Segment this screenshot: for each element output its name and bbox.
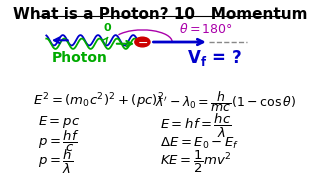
- Text: $\Delta E = E_0 - E_f$: $\Delta E = E_0 - E_f$: [160, 136, 239, 151]
- Text: What is a Photon? 10   Momentum: What is a Photon? 10 Momentum: [13, 7, 307, 22]
- Text: $\mathbf{V_f}$ = ?: $\mathbf{V_f}$ = ?: [187, 48, 242, 68]
- Text: $E = hf = \dfrac{hc}{\lambda}$: $E = hf = \dfrac{hc}{\lambda}$: [160, 112, 232, 140]
- Text: $p = \dfrac{hf}{c}$: $p = \dfrac{hf}{c}$: [38, 129, 80, 154]
- Circle shape: [135, 37, 150, 47]
- Text: $E^2 = (m_0c^2)^2 + (pc)^2$: $E^2 = (m_0c^2)^2 + (pc)^2$: [33, 92, 164, 111]
- Text: $\theta = 180°$: $\theta = 180°$: [179, 22, 233, 36]
- Text: 0: 0: [103, 23, 111, 33]
- Text: $p = \dfrac{h}{\lambda}$: $p = \dfrac{h}{\lambda}$: [38, 148, 73, 176]
- Text: $-$: $-$: [137, 35, 148, 49]
- Text: Photon: Photon: [52, 51, 108, 66]
- Text: $E = pc$: $E = pc$: [38, 114, 80, 130]
- Text: $\lambda' - \lambda_0 = \dfrac{h}{mc}(1 - \cos\theta)$: $\lambda' - \lambda_0 = \dfrac{h}{mc}(1 …: [155, 89, 296, 114]
- Text: $KE = \dfrac{1}{2}mv^2$: $KE = \dfrac{1}{2}mv^2$: [160, 149, 232, 175]
